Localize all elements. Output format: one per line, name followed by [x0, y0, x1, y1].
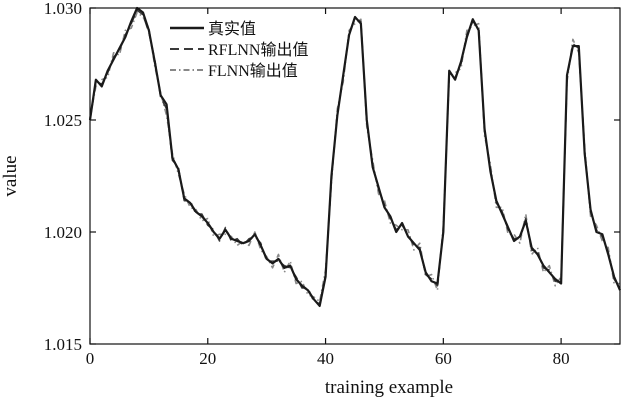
x-tick-label: 0: [86, 349, 95, 368]
y-tick-label: 1.030: [44, 0, 82, 18]
series-line-2: [89, 9, 621, 305]
ticks-layer: 0 20 40 60 80 1.015 1.020 1.025 1.030: [44, 0, 620, 368]
x-tick-label: 60: [435, 349, 452, 368]
x-tick-label: 80: [553, 349, 570, 368]
plot-frame: [89, 7, 621, 345]
legend: 真实值 RFLNN输出值 FLNN输出值: [170, 20, 308, 80]
series-line-1: [88, 6, 622, 308]
legend-label-1: 真实值: [208, 20, 256, 38]
x-tick-label: 20: [199, 349, 216, 368]
x-tick-label: 40: [317, 349, 334, 368]
y-tick-label: 1.015: [44, 335, 82, 354]
legend-label-3: FLNN输出值: [208, 62, 298, 80]
series-line-3: [89, 11, 620, 303]
series-layer: [88, 6, 622, 308]
y-tick-label: 1.020: [44, 223, 82, 242]
y-tick-label: 1.025: [44, 111, 82, 130]
x-axis-label: training example: [325, 377, 453, 398]
legend-label-2: RFLNN输出值: [208, 41, 308, 59]
y-axis-label: value: [0, 155, 21, 196]
